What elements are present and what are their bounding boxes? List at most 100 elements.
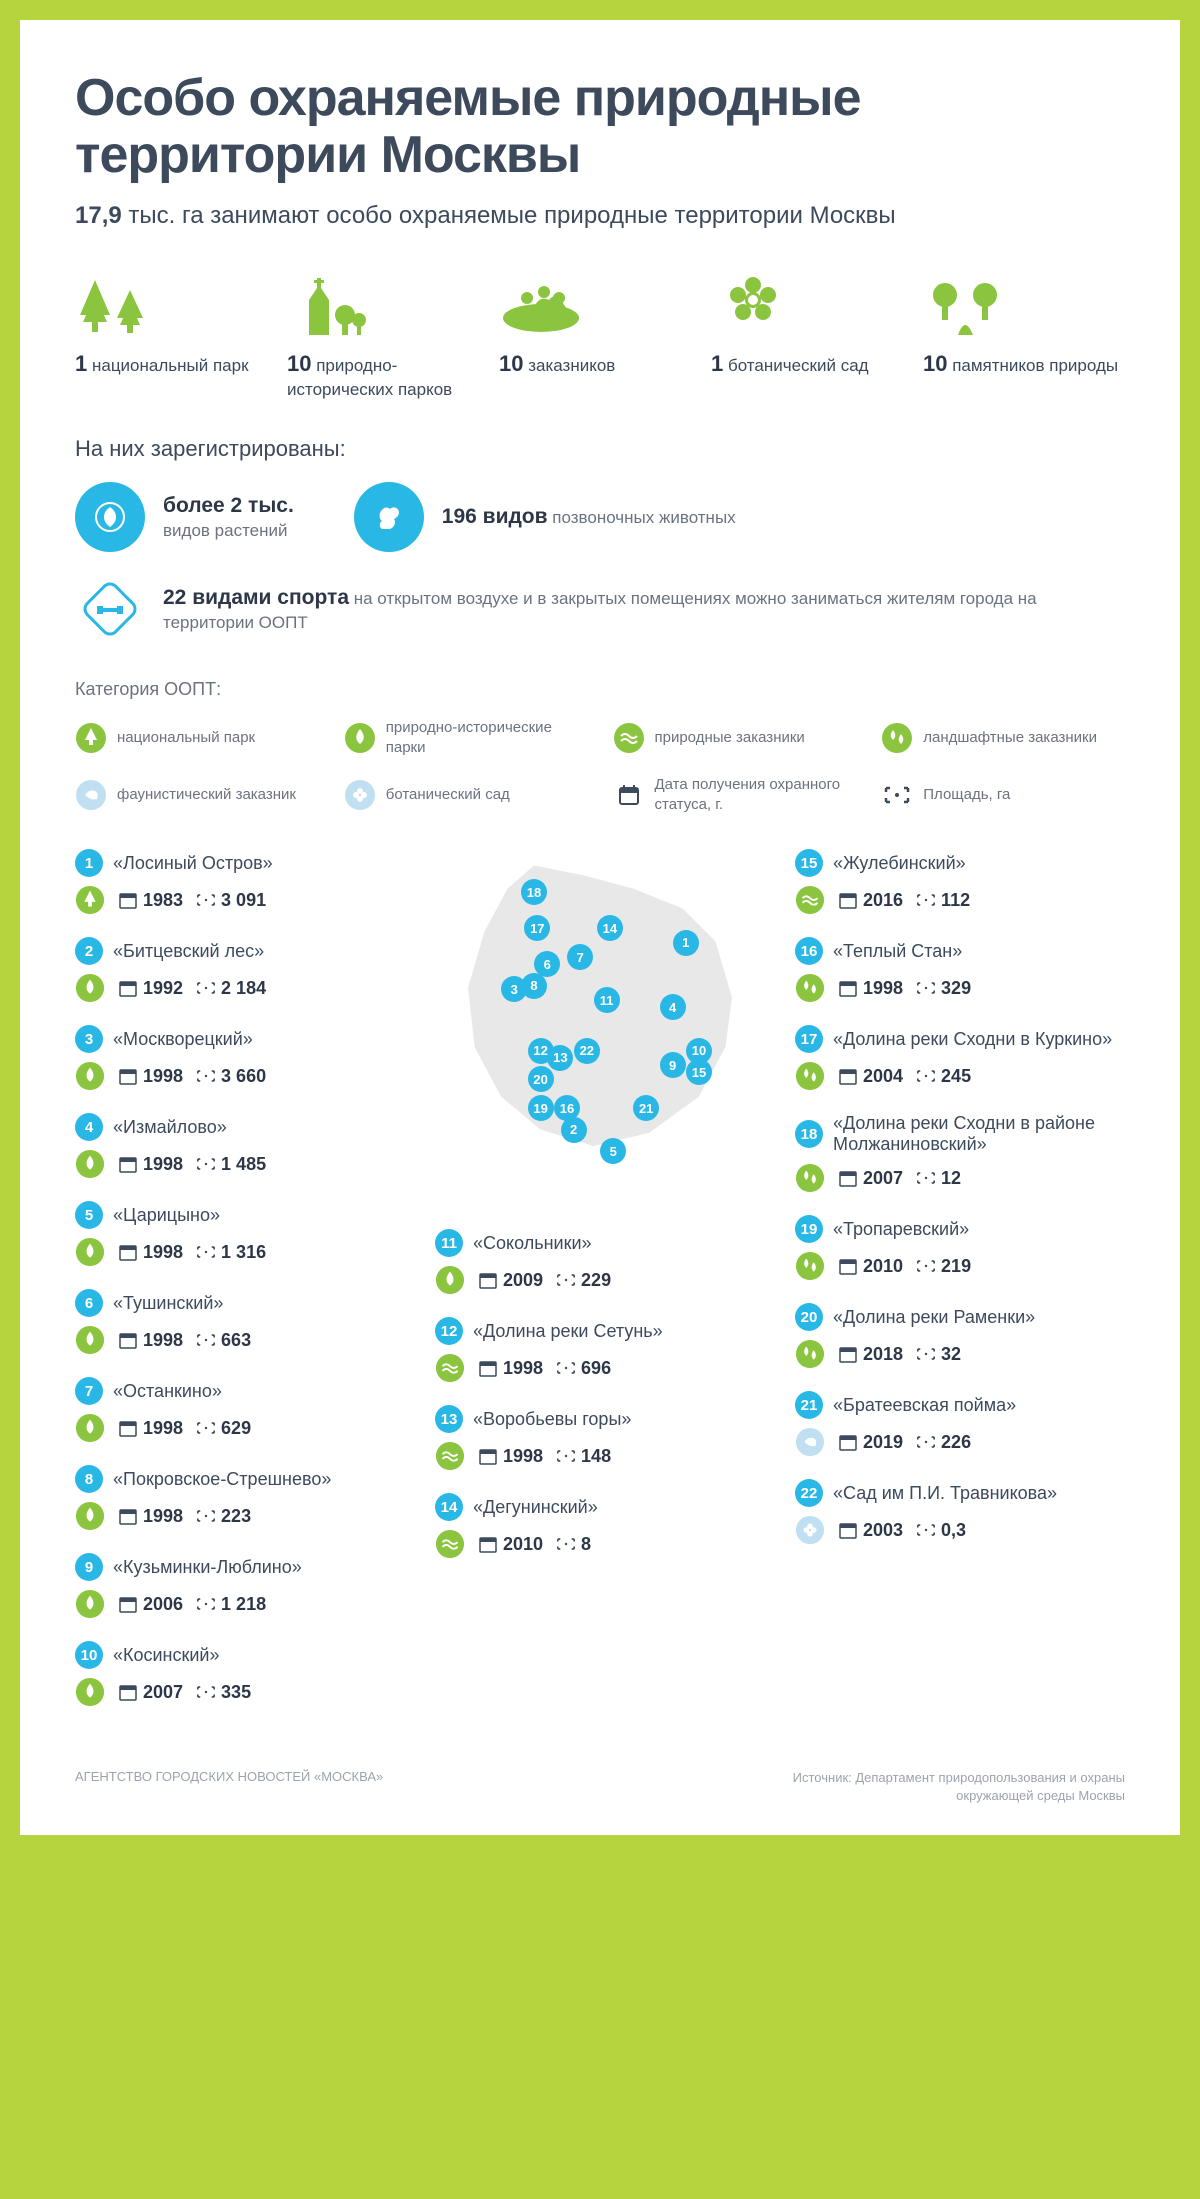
map-marker-1: 1 <box>673 930 699 956</box>
calendar-icon <box>839 1433 857 1451</box>
map-marker-17: 17 <box>524 915 550 941</box>
entry-number: 16 <box>795 937 823 965</box>
entry-name: «Покровское-Стрешнево» <box>113 1469 331 1490</box>
entry-number: 7 <box>75 1377 103 1405</box>
area-meta: 1 316 <box>197 1242 266 1263</box>
year-meta: 1998 <box>119 1066 183 1087</box>
entry-3: 3«Москворецкий» 1998 3 660 <box>75 1025 405 1091</box>
area-meta: 1 485 <box>197 1154 266 1175</box>
calendar-icon <box>839 1345 857 1363</box>
entry-number: 11 <box>435 1229 463 1257</box>
plant-icon <box>75 482 145 552</box>
year-meta: 2010 <box>839 1256 903 1277</box>
calendar-icon <box>839 1169 857 1187</box>
trees-icon <box>75 265 277 340</box>
year-meta: 1998 <box>119 1506 183 1527</box>
entry-number: 1 <box>75 849 103 877</box>
entry-number: 6 <box>75 1289 103 1317</box>
map-marker-15: 15 <box>686 1059 712 1085</box>
entry-2: 2«Битцевский лес» 1992 2 184 <box>75 937 405 1003</box>
entry-5: 5«Царицыно» 1998 1 316 <box>75 1201 405 1267</box>
calendar-icon <box>479 1535 497 1553</box>
map-marker-9: 9 <box>660 1052 686 1078</box>
category-icon <box>795 885 825 915</box>
category-icon <box>75 1237 105 1267</box>
area-meta: 0,3 <box>917 1520 966 1541</box>
entry-number: 19 <box>795 1215 823 1243</box>
entry-name: «Косинский» <box>113 1645 220 1666</box>
category-header: Категория ООПТ: <box>75 679 1125 700</box>
entry-12: 12«Долина реки Сетунь» 1998 696 <box>435 1317 765 1383</box>
entry-number: 9 <box>75 1553 103 1581</box>
area-icon <box>917 1257 935 1275</box>
area-meta: 32 <box>917 1344 961 1365</box>
entry-21: 21«Братеевская пойма» 2019 226 <box>795 1391 1125 1457</box>
year-meta: 2010 <box>479 1534 543 1555</box>
area-meta: 2 184 <box>197 978 266 999</box>
area-meta: 629 <box>197 1418 251 1439</box>
entry-name: «Долина реки Сходни в районе Молжаниновс… <box>833 1113 1125 1155</box>
area-meta: 229 <box>557 1270 611 1291</box>
nature-icon <box>499 265 701 340</box>
map-marker-7: 7 <box>567 944 593 970</box>
entry-name: «Теплый Стан» <box>833 941 962 962</box>
entry-name: «Москворецкий» <box>113 1029 253 1050</box>
area-icon <box>197 1595 215 1613</box>
year-meta: 1998 <box>839 978 903 999</box>
entry-name: «Братеевская пойма» <box>833 1395 1016 1416</box>
calendar-icon <box>119 891 137 909</box>
entry-name: «Жулебинский» <box>833 853 966 874</box>
calendar-icon <box>839 1521 857 1539</box>
category-icon <box>75 1413 105 1443</box>
entry-number: 18 <box>795 1120 823 1148</box>
year-meta: 1992 <box>119 978 183 999</box>
main-title: Особо охраняемые природные территории Мо… <box>75 70 1125 184</box>
entry-name: «Тропаревский» <box>833 1219 969 1240</box>
legend: национальный парк природно-исторические п… <box>75 718 1125 814</box>
entry-number: 14 <box>435 1493 463 1521</box>
column-1: 1«Лосиный Остров» 1983 3 091 2«Битцевски… <box>75 849 405 1729</box>
year-meta: 2019 <box>839 1432 903 1453</box>
calendar-icon <box>479 1359 497 1377</box>
area-meta: 696 <box>557 1358 611 1379</box>
category-icon <box>75 885 105 915</box>
church-icon <box>287 265 489 340</box>
area-icon <box>917 1345 935 1363</box>
calendar-icon <box>839 1067 857 1085</box>
subtitle: 17,9 тыс. га занимают особо охраняемые п… <box>75 202 1125 230</box>
calendar-icon <box>119 1155 137 1173</box>
area-icon <box>197 1331 215 1349</box>
legend-item: ландшафтные заказники <box>881 718 1125 757</box>
year-meta: 2018 <box>839 1344 903 1365</box>
year-meta: 2003 <box>839 1520 903 1541</box>
map-marker-22: 22 <box>574 1038 600 1064</box>
area-icon <box>917 1433 935 1451</box>
entry-number: 22 <box>795 1479 823 1507</box>
area-meta: 219 <box>917 1256 971 1277</box>
category-icon <box>435 1265 465 1295</box>
map-marker-13: 13 <box>547 1045 573 1071</box>
year-meta: 1998 <box>119 1242 183 1263</box>
entry-name: «Лосиный Остров» <box>113 853 273 874</box>
entry-name: «Воробьевы горы» <box>473 1409 631 1430</box>
calendar-icon <box>119 1067 137 1085</box>
entry-19: 19 «Тропаревский» 2010 219 <box>795 1215 1125 1281</box>
animals-stat: 196 видов позвоночных животных <box>354 482 736 552</box>
category-icon <box>795 1061 825 1091</box>
year-meta: 2007 <box>839 1168 903 1189</box>
calendar-icon <box>839 891 857 909</box>
area-icon <box>197 1419 215 1437</box>
calendar-icon <box>119 1683 137 1701</box>
entry-11: 11«Сокольники» 2009 229 <box>435 1229 765 1295</box>
category-icon <box>75 1677 105 1707</box>
entry-number: 4 <box>75 1113 103 1141</box>
squirrel-icon <box>354 482 424 552</box>
legend-item: национальный парк <box>75 718 319 757</box>
stat-church: 10 природно-исторических парков <box>287 265 489 401</box>
entry-number: 13 <box>435 1405 463 1433</box>
entry-9: 9«Кузьминки-Люблино» 2006 1 218 <box>75 1553 405 1619</box>
area-meta: 112 <box>917 890 970 911</box>
legend-item: ботанический сад <box>344 775 588 814</box>
area-icon <box>197 979 215 997</box>
legend-item: природно-исторические парки <box>344 718 588 757</box>
